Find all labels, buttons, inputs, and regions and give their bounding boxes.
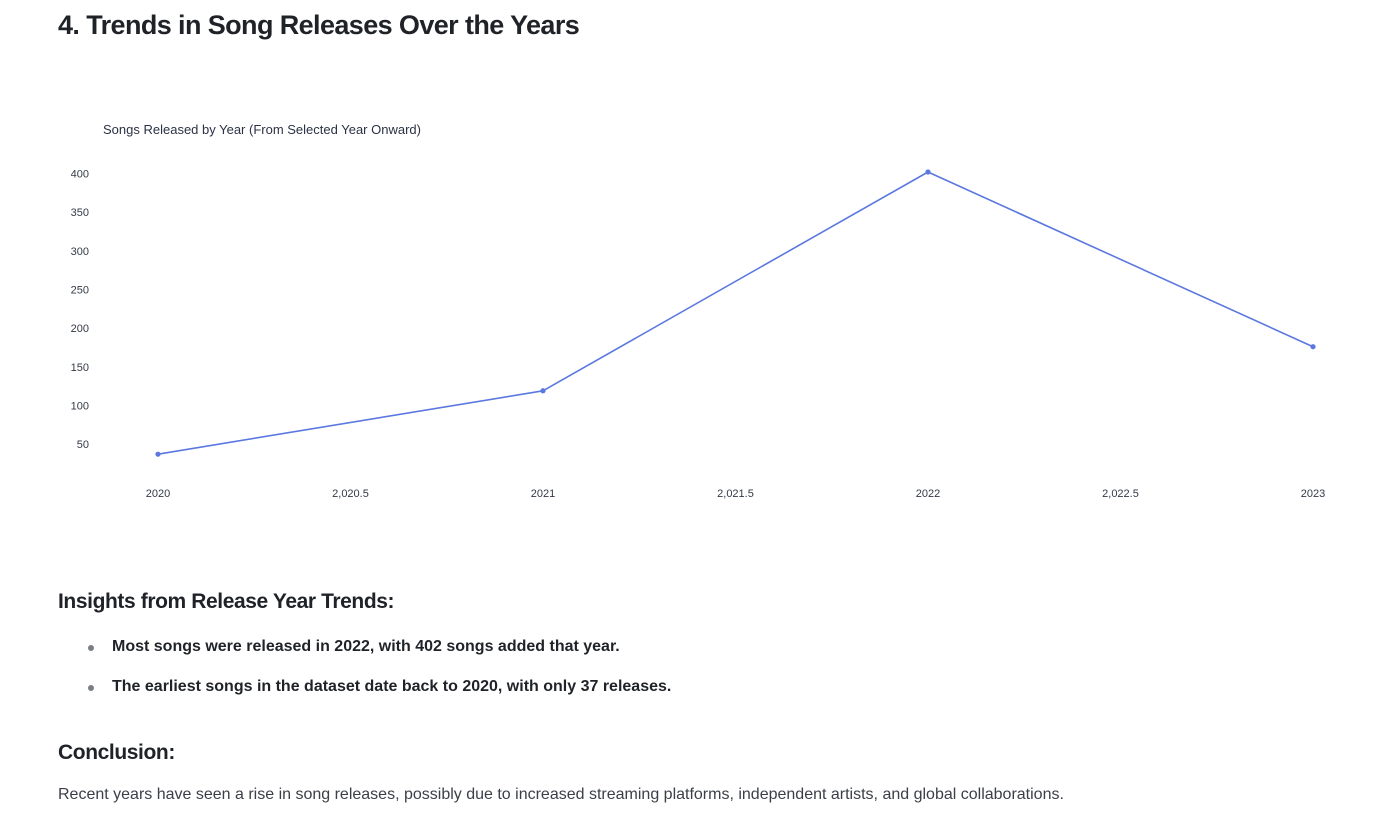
x-axis-ticks: 2020 2,020.5 2021 2,021.5 2022 2,022.5 2023 (146, 488, 1325, 500)
series-layer (155, 169, 1316, 457)
y-tick-label: 50 (77, 439, 89, 451)
x-tick-label: 2022 (916, 488, 940, 500)
list-item: Most songs were released in 2022, with 4… (58, 634, 671, 674)
bullet-icon (88, 645, 94, 651)
y-tick-label: 150 (71, 362, 89, 374)
release-trend-chart: Songs Released by Year (From Selected Ye… (0, 100, 1400, 520)
data-point (540, 388, 546, 394)
y-axis-ticks: 50 100 150 200 250 300 350 400 (71, 169, 89, 452)
x-tick-label: 2,021.5 (717, 488, 754, 500)
insight-text-1: Most songs were released in 2022, with 4… (112, 638, 620, 655)
data-point (1310, 344, 1316, 350)
series-line (157, 171, 1314, 455)
x-tick-label: 2021 (531, 488, 555, 500)
data-point (155, 451, 161, 457)
conclusion-heading: Conclusion: (58, 741, 175, 764)
y-tick-label: 200 (71, 323, 89, 335)
y-tick-label: 400 (71, 169, 89, 181)
insights-heading: Insights from Release Year Trends: (58, 590, 395, 613)
chart-title: Songs Released by Year (From Selected Ye… (103, 122, 421, 137)
insight-text-2: The earliest songs in the dataset date b… (112, 678, 672, 695)
y-tick-label: 350 (71, 207, 89, 219)
bullet-icon (88, 685, 94, 691)
x-tick-label: 2,020.5 (332, 488, 369, 500)
y-tick-label: 250 (71, 285, 89, 297)
chart-svg: Songs Released by Year (From Selected Ye… (71, 122, 1326, 500)
y-tick-label: 300 (71, 246, 89, 258)
y-tick-label: 100 (71, 400, 89, 412)
conclusion-text: Recent years have seen a rise in song re… (58, 786, 1064, 803)
list-item: The earliest songs in the dataset date b… (58, 674, 671, 714)
x-tick-label: 2,022.5 (1102, 488, 1139, 500)
insights-list: Most songs were released in 2022, with 4… (58, 634, 671, 714)
page-title: 4. Trends in Song Releases Over the Year… (58, 10, 580, 40)
x-tick-label: 2020 (146, 488, 170, 500)
x-tick-label: 2023 (1301, 488, 1325, 500)
data-point (925, 169, 931, 175)
